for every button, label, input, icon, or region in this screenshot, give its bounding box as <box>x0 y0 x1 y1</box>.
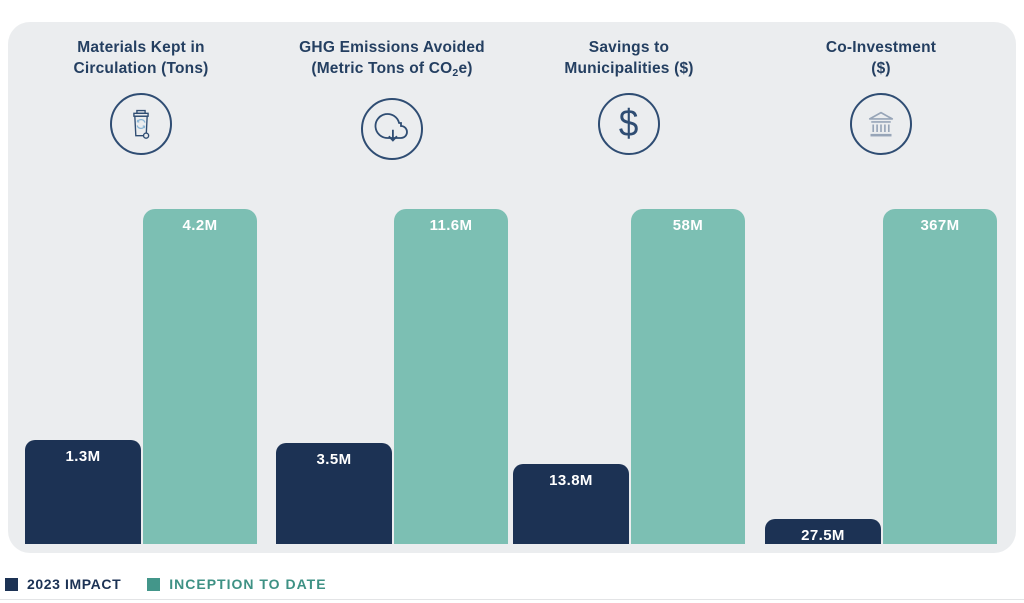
bar-value-label: 3.5M <box>316 451 352 468</box>
bar-2023-impact: 13.8M <box>513 464 629 544</box>
bar-2023-impact: 1.3M <box>25 440 141 544</box>
legend-label: INCEPTION TO DATE <box>169 576 327 592</box>
bar-value-label: 13.8M <box>549 472 593 489</box>
metric-title-line: Materials Kept in <box>77 39 205 56</box>
legend-swatch-inception-to-date <box>147 577 161 591</box>
bar-value-label: 58M <box>672 217 704 234</box>
bar-value-label: 367M <box>920 217 960 234</box>
metric-group-savings: Savings to Municipalities ($) $ 13.8M 58… <box>513 22 745 553</box>
legend-swatch-2023-impact <box>5 577 18 591</box>
metric-title-line: (Metric Tons of CO2e) <box>311 60 473 79</box>
recycling-bin-icon <box>110 93 172 155</box>
metric-title-line: Municipalities ($) <box>564 60 694 77</box>
metric-title-ghg: GHG Emissions Avoided (Metric Tons of CO… <box>276 37 508 84</box>
metric-title-coinvestment: Co-Investment ($) <box>765 37 997 79</box>
cloud-download-icon <box>361 97 423 160</box>
metric-group-coinvestment: Co-Investment ($) 27.5M 367M <box>765 22 997 553</box>
bar-2023-impact: 3.5M <box>276 443 392 544</box>
metric-title-materials: Materials Kept in Circulation (Tons) <box>25 37 257 79</box>
dollar-sign-icon: $ <box>598 93 660 155</box>
bar-value-label: 1.3M <box>65 448 101 465</box>
metric-title-line: Co-Investment <box>825 39 937 56</box>
bar-value-label: 4.2M <box>182 217 218 234</box>
bar-pair-coinvestment: 27.5M 367M <box>765 209 997 544</box>
bar-2023-impact: 27.5M <box>765 519 881 544</box>
metric-group-materials: Materials Kept in Circulation (Tons) 1. <box>25 22 257 553</box>
bar-pair-materials: 1.3M 4.2M <box>25 209 257 544</box>
bank-icon <box>850 93 912 155</box>
bar-inception-to-date: 367M <box>883 209 997 544</box>
bar-inception-to-date: 4.2M <box>143 209 257 544</box>
bar-pair-savings: 13.8M 58M <box>513 209 745 544</box>
metric-title-savings: Savings to Municipalities ($) <box>513 37 745 79</box>
metric-title-line: Circulation (Tons) <box>73 60 209 77</box>
metric-title-line: GHG Emissions Avoided <box>299 39 485 56</box>
bar-inception-to-date: 11.6M <box>394 209 508 544</box>
dollar-glyph: $ <box>619 103 639 145</box>
bar-inception-to-date: 58M <box>631 209 745 544</box>
metric-title-line: Savings to <box>588 39 670 56</box>
legend-item-inception-to-date: INCEPTION TO DATE <box>147 576 326 592</box>
bar-value-label: 11.6M <box>429 217 473 234</box>
bar-value-label: 27.5M <box>801 527 845 544</box>
divider <box>0 599 1024 600</box>
legend-label: 2023 IMPACT <box>27 576 122 592</box>
chart-panel: Materials Kept in Circulation (Tons) 1. <box>8 22 1016 553</box>
bar-pair-ghg: 3.5M 11.6M <box>276 209 508 544</box>
metric-group-ghg: GHG Emissions Avoided (Metric Tons of CO… <box>276 22 508 553</box>
metric-title-line: ($) <box>871 60 891 77</box>
legend-item-2023-impact: 2023 IMPACT <box>5 576 121 592</box>
chart-legend: 2023 IMPACT INCEPTION TO DATE <box>5 576 327 592</box>
